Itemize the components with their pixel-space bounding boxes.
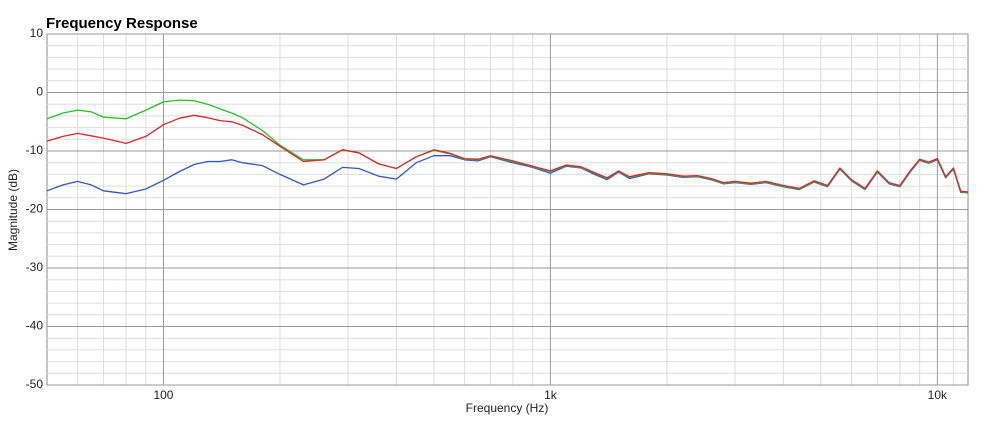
x-tick-label: 1k [544, 388, 558, 402]
y-tick-label: 0 [36, 85, 43, 99]
y-tick-label: -20 [26, 202, 44, 216]
y-tick-label: -50 [26, 377, 44, 391]
series-line [46, 114, 969, 193]
x-axis-label: Frequency (Hz) [466, 401, 549, 415]
chart-title: Frequency Response [46, 15, 198, 32]
y-tick-label: -10 [26, 143, 44, 157]
y-axis-label: Magnitude (dB) [6, 169, 20, 251]
x-tick-label: 10k [928, 388, 948, 402]
y-tick-label: 10 [30, 26, 44, 40]
x-tick-label: 100 [153, 388, 173, 402]
y-tick-label: -30 [26, 260, 44, 274]
y-tick-label: -40 [26, 319, 44, 333]
